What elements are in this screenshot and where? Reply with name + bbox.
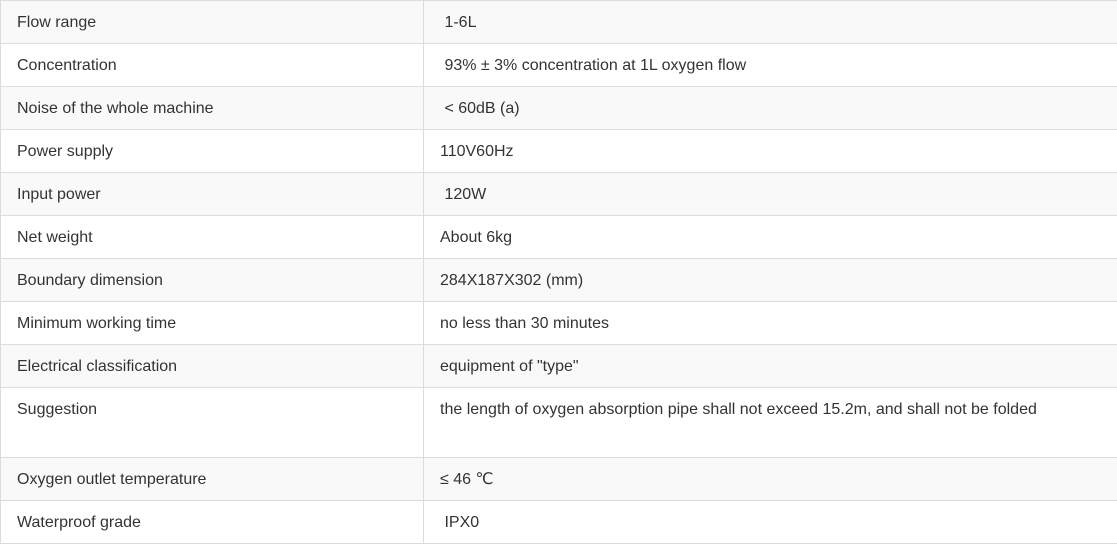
spec-value: the length of oxygen absorption pipe sha… — [424, 388, 1117, 458]
table-row: Flow range 1-6L — [1, 1, 1117, 44]
table-row: Noise of the whole machine < 60dB (a) — [1, 87, 1117, 130]
spec-value: ≤ 46 ℃ — [424, 458, 1117, 501]
spec-label: Suggestion — [1, 388, 424, 458]
spec-label: Oxygen outlet temperature — [1, 458, 424, 501]
spec-value: IPX0 — [424, 501, 1117, 544]
table-row: Boundary dimension 284X187X302 (mm) — [1, 259, 1117, 302]
spec-value: 1-6L — [424, 1, 1117, 44]
spec-label: Electrical classification — [1, 345, 424, 388]
spec-label: Flow range — [1, 1, 424, 44]
spec-label: Boundary dimension — [1, 259, 424, 302]
table-row: Concentration 93% ± 3% concentration at … — [1, 44, 1117, 87]
spec-value: About 6kg — [424, 216, 1117, 259]
table-row: Input power 120W — [1, 173, 1117, 216]
spec-value: 120W — [424, 173, 1117, 216]
spec-value: 110V60Hz — [424, 130, 1117, 173]
table-row: Oxygen outlet temperature ≤ 46 ℃ — [1, 458, 1117, 501]
table-row: Electrical classification equipment of "… — [1, 345, 1117, 388]
spec-value: no less than 30 minutes — [424, 302, 1117, 345]
spec-label: Minimum working time — [1, 302, 424, 345]
spec-value: 284X187X302 (mm) — [424, 259, 1117, 302]
spec-label: Input power — [1, 173, 424, 216]
table-row: Power supply 110V60Hz — [1, 130, 1117, 173]
spec-label: Waterproof grade — [1, 501, 424, 544]
spec-label: Noise of the whole machine — [1, 87, 424, 130]
table-row: Suggestion the length of oxygen absorpti… — [1, 388, 1117, 458]
spec-label: Net weight — [1, 216, 424, 259]
spec-value: < 60dB (a) — [424, 87, 1117, 130]
table-row: Net weight About 6kg — [1, 216, 1117, 259]
spec-label: Concentration — [1, 44, 424, 87]
table-row: Waterproof grade IPX0 — [1, 501, 1117, 544]
spec-label: Power supply — [1, 130, 424, 173]
spec-value: 93% ± 3% concentration at 1L oxygen flow — [424, 44, 1117, 87]
table-row: Minimum working time no less than 30 min… — [1, 302, 1117, 345]
spec-value: equipment of "type" — [424, 345, 1117, 388]
